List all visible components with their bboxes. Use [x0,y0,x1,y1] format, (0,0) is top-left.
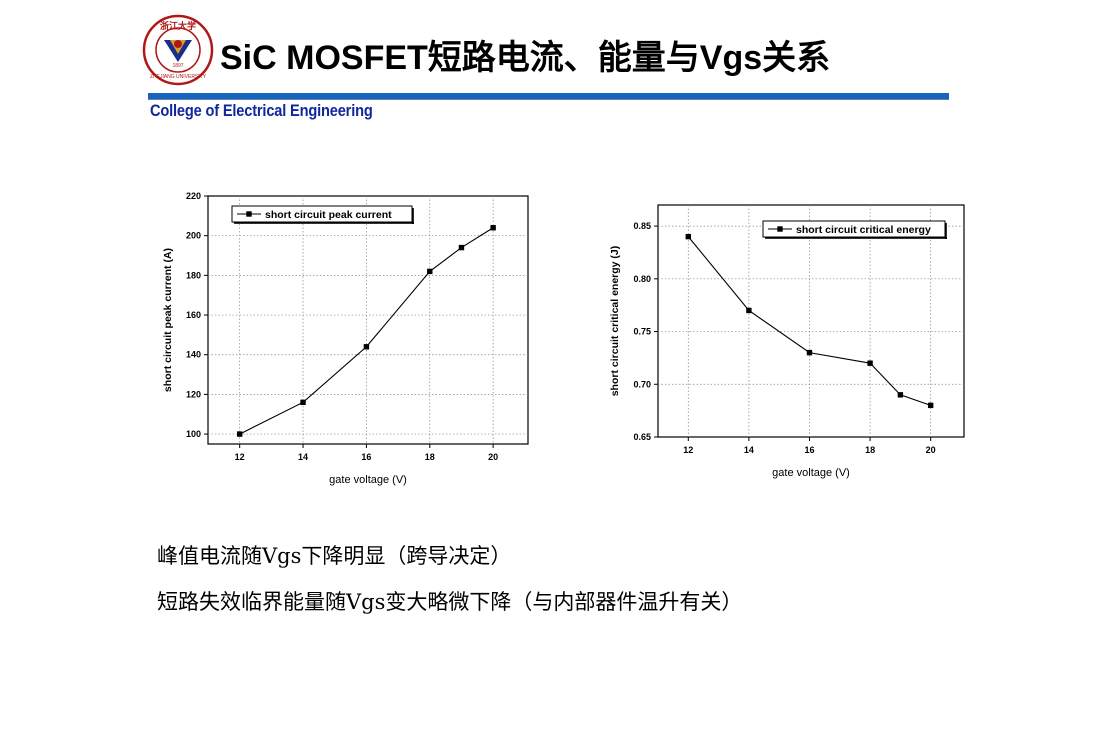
svg-text:1897: 1897 [172,63,183,69]
y-tick-label: 120 [186,389,201,399]
x-tick-label: 16 [804,445,814,455]
legend-label: short circuit peak current [265,209,392,221]
svg-text:浙江大学: 浙江大学 [160,20,196,31]
critical-energy-chart: 12 14 16 18 20 0.65 0.70 0.75 0.80 0.85 gate volta… [609,204,965,479]
y-tick-label: 180 [186,270,201,280]
x-tick-label: 20 [926,445,936,455]
y-tick-label: 0.75 [633,327,651,337]
legend-shadow [234,222,414,224]
x-tick-label: 18 [425,452,435,462]
college-subtitle: College of Electrical Engineering [150,101,373,120]
x-tick-label: 12 [683,445,693,455]
x-tick-label: 12 [235,452,245,462]
legend-shadow [412,208,414,224]
data-point [867,360,873,366]
data-point [927,402,934,409]
y-axis-label: short circuit critical energy (J) [609,246,621,397]
svg-text:ZHEJIANG UNIVERSITY: ZHEJIANG UNIVERSITY [150,74,207,80]
data-point [458,244,465,251]
header-rule [148,93,949,99]
x-axis-label: gate voltage (V) [772,467,850,479]
x-tick-label: 14 [744,445,754,455]
y-tick-label: 0.80 [633,274,651,284]
data-point [685,233,691,240]
data-point [746,307,752,314]
data-point [427,268,433,275]
x-tick-label: 14 [298,452,308,462]
legend-shadow [765,237,947,239]
peak-current-chart: 12 14 16 18 20 100 120 140 160 180 200 220 gate volt… [162,191,529,486]
note-peak-current: 峰值电流随Vgs下降明显（跨导决定） [157,544,512,568]
plot-frame [207,195,529,445]
y-tick-label: 0.85 [633,221,651,231]
data-point [363,344,370,350]
plot-frame [657,204,965,438]
data-point [490,225,496,231]
y-tick-label: 100 [186,429,201,439]
series-line [239,227,494,435]
data-point [300,399,306,406]
legend-label: short circuit critical energy [796,224,931,236]
y-axis-label: short circuit peak current (A) [162,248,174,392]
data-point [897,392,904,398]
data-point [806,349,813,356]
legend-shadow [945,223,947,239]
x-tick-label: 18 [865,445,875,455]
legend-marker [777,226,783,232]
header-rule-thin [148,99,949,100]
y-tick-label: 220 [186,191,201,201]
note-critical-energy: 短路失效临界能量随Vgs变大略微下降（与内部器件温升有关） [157,590,743,614]
legend-marker [246,211,252,217]
y-tick-label: 0.70 [633,379,651,389]
series-line [687,236,931,406]
x-tick-label: 16 [361,452,371,462]
x-tick-label: 20 [488,452,498,462]
y-tick-label: 160 [186,310,201,320]
y-tick-label: 140 [186,350,201,360]
university-seal-icon: 浙江大学 1897 ZHEJIANG UNIVERSITY [142,14,214,86]
page-title: SiC MOSFET短路电流、能量与Vgs关系 [220,39,831,77]
y-tick-label: 200 [186,231,201,241]
x-axis-label: gate voltage (V) [329,474,407,486]
data-point [236,431,243,437]
y-tick-label: 0.65 [633,432,651,442]
